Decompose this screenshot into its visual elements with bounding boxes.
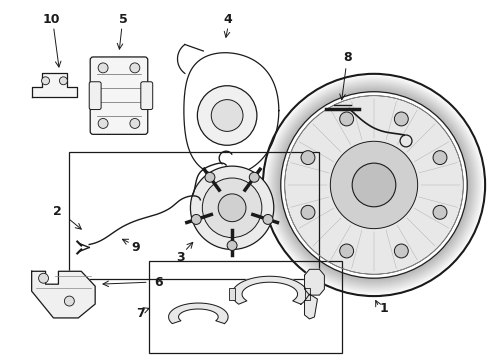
Circle shape bbox=[394, 112, 407, 126]
Circle shape bbox=[41, 77, 49, 85]
Text: 5: 5 bbox=[118, 13, 127, 26]
Circle shape bbox=[211, 100, 243, 131]
Text: 9: 9 bbox=[131, 241, 140, 254]
Circle shape bbox=[339, 112, 353, 126]
Circle shape bbox=[60, 77, 67, 85]
Polygon shape bbox=[168, 303, 228, 324]
Circle shape bbox=[204, 172, 214, 182]
Circle shape bbox=[249, 172, 259, 182]
FancyBboxPatch shape bbox=[89, 82, 101, 109]
Circle shape bbox=[197, 86, 256, 145]
Circle shape bbox=[351, 163, 395, 207]
Circle shape bbox=[191, 215, 201, 224]
Text: 3: 3 bbox=[176, 251, 184, 264]
Circle shape bbox=[339, 244, 353, 258]
Circle shape bbox=[226, 240, 237, 251]
Polygon shape bbox=[32, 73, 77, 96]
Circle shape bbox=[98, 118, 108, 129]
Polygon shape bbox=[32, 271, 95, 318]
Circle shape bbox=[190, 166, 273, 249]
Circle shape bbox=[301, 151, 314, 165]
Text: 6: 6 bbox=[154, 276, 163, 289]
Text: 2: 2 bbox=[53, 205, 61, 218]
Circle shape bbox=[39, 273, 48, 283]
Circle shape bbox=[432, 151, 446, 165]
Circle shape bbox=[98, 63, 108, 73]
Text: 8: 8 bbox=[342, 51, 351, 64]
FancyBboxPatch shape bbox=[141, 82, 152, 109]
Circle shape bbox=[130, 63, 140, 73]
Circle shape bbox=[394, 244, 407, 258]
Circle shape bbox=[432, 205, 446, 219]
Text: 1: 1 bbox=[379, 302, 387, 315]
Circle shape bbox=[263, 215, 272, 224]
FancyBboxPatch shape bbox=[90, 57, 147, 134]
Polygon shape bbox=[304, 294, 317, 319]
Text: 4: 4 bbox=[224, 13, 232, 26]
Circle shape bbox=[284, 96, 462, 274]
Circle shape bbox=[130, 118, 140, 129]
Bar bbox=[69, 152, 319, 279]
Text: 10: 10 bbox=[42, 13, 60, 26]
Bar bbox=[304, 288, 310, 300]
Bar bbox=[148, 261, 342, 353]
Text: 7: 7 bbox=[136, 307, 145, 320]
Circle shape bbox=[330, 141, 417, 229]
Circle shape bbox=[301, 205, 314, 219]
Polygon shape bbox=[232, 276, 307, 304]
Bar bbox=[229, 288, 235, 300]
Circle shape bbox=[202, 178, 262, 238]
Circle shape bbox=[218, 194, 245, 222]
Circle shape bbox=[64, 296, 74, 306]
Polygon shape bbox=[304, 269, 324, 295]
